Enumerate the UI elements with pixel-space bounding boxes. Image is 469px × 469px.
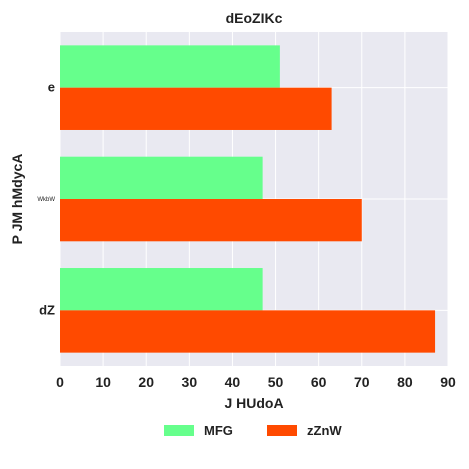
y-tick-label: e	[48, 80, 55, 95]
legend-label-zZnW: zZnW	[307, 423, 342, 438]
x-tick-labels: 0 10 20 30 40 50 60 70 80 90	[56, 374, 456, 390]
x-tick-label: 80	[397, 374, 413, 390]
legend: MFG zZnW	[164, 423, 342, 438]
bar-MFG-WkbW	[60, 156, 263, 199]
bars-group	[60, 45, 436, 353]
x-tick-label: 30	[182, 374, 198, 390]
x-axis-label: J HUdoA	[224, 395, 283, 411]
legend-swatch-MFG	[164, 425, 194, 436]
bar-zZnW-e	[60, 87, 332, 130]
x-tick-label: 60	[311, 374, 327, 390]
x-tick-label: 90	[440, 374, 456, 390]
x-tick-label: 40	[225, 374, 241, 390]
x-tick-label: 10	[95, 374, 111, 390]
y-axis-label: P JM hMdycA	[9, 154, 25, 245]
legend-label-MFG: MFG	[204, 423, 233, 438]
x-tick-label: 50	[268, 374, 284, 390]
bar-zZnW-dZ	[60, 310, 436, 353]
x-tick-label: 0	[56, 374, 64, 390]
y-tick-label: WkbW	[37, 197, 55, 203]
legend-swatch-zZnW	[267, 425, 297, 436]
y-tick-labels: e WkbW dZ	[37, 80, 55, 318]
x-tick-label: 20	[138, 374, 154, 390]
bar-MFG-dZ	[60, 268, 263, 311]
chart-title: dEoZIKc	[226, 10, 283, 26]
bar-MFG-e	[60, 45, 280, 88]
bar-zZnW-WkbW	[60, 199, 362, 242]
x-tick-label: 70	[354, 374, 370, 390]
y-tick-label: dZ	[39, 302, 55, 317]
